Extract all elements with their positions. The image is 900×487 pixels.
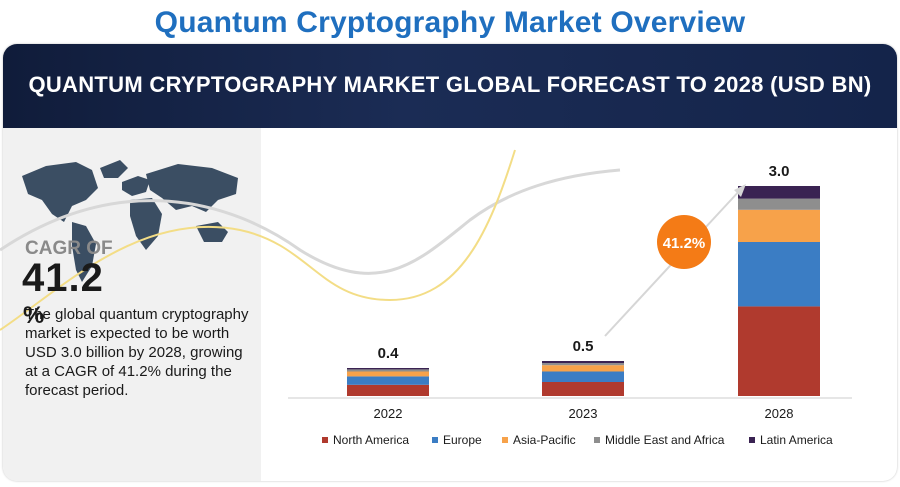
legend-label-middle-east-and-africa: Middle East and Africa <box>605 433 725 447</box>
cagr-value: 41.2 <box>22 256 104 300</box>
bar-2023-north-america <box>542 382 624 396</box>
legend-label-asia-pacific: Asia-Pacific <box>513 433 576 447</box>
bar-2022-middle-east-and-africa <box>347 369 429 372</box>
category-label-2022: 2022 <box>374 406 403 421</box>
banner: QUANTUM CRYPTOGRAPHY MARKET GLOBAL FOREC… <box>3 44 897 128</box>
category-label-2023: 2023 <box>569 406 598 421</box>
category-labels-layer: 2022 2023 2028 <box>374 406 794 421</box>
cagr-label: CAGR OF <box>25 238 113 259</box>
bar-2022-asia-pacific <box>347 371 429 377</box>
bars-layer <box>347 186 820 396</box>
total-label-2028: 3.0 <box>769 163 790 180</box>
legend-label-latin-america: Latin America <box>760 433 833 447</box>
bar-2023-asia-pacific <box>542 365 624 372</box>
bar-2028-north-america <box>738 306 820 396</box>
cagr-unit: % <box>23 302 45 329</box>
legend-swatch-north-america <box>322 437 328 443</box>
decorative-swoosh-gray <box>0 168 621 275</box>
bar-2023-middle-east-and-africa <box>542 363 624 366</box>
bar-2028-asia-pacific <box>738 209 820 242</box>
total-labels-layer: 0.4 0.5 3.0 <box>378 163 790 362</box>
summary-text: The global quantum cryptography market i… <box>25 306 249 399</box>
growth-badge <box>657 215 711 269</box>
bar-2022-north-america <box>347 384 429 396</box>
bar-2028-latin-america <box>738 186 820 199</box>
legend-label-north-america: North America <box>333 433 409 447</box>
bar-2023-europe <box>542 371 624 382</box>
bar-2023-latin-america <box>542 361 624 364</box>
page-title: Quantum Cryptography Market Overview <box>154 6 746 39</box>
bar-2028-middle-east-and-africa <box>738 198 820 210</box>
growth-badge-label: 41.2% <box>663 235 706 252</box>
growth-arrow-head <box>734 184 746 197</box>
bar-2028-europe <box>738 242 820 307</box>
category-label-2028: 2028 <box>765 406 794 421</box>
total-label-2022: 0.4 <box>378 345 400 362</box>
legend-swatch-europe <box>432 437 438 443</box>
legend-label-europe: Europe <box>443 433 482 447</box>
total-label-2023: 0.5 <box>573 338 594 355</box>
legend-swatch-latin-america <box>749 437 755 443</box>
legend-swatch-middle-east-and-africa <box>594 437 600 443</box>
legend-swatch-asia-pacific <box>502 437 508 443</box>
legend: North America Europe Asia-Pacific Middle Ea… <box>322 433 833 447</box>
bar-2022-latin-america <box>347 368 429 370</box>
chart-title: QUANTUM CRYPTOGRAPHY MARKET GLOBAL FOREC… <box>28 72 872 97</box>
bar-2022-europe <box>347 376 429 385</box>
decorative-swoosh-yellow <box>0 149 516 331</box>
